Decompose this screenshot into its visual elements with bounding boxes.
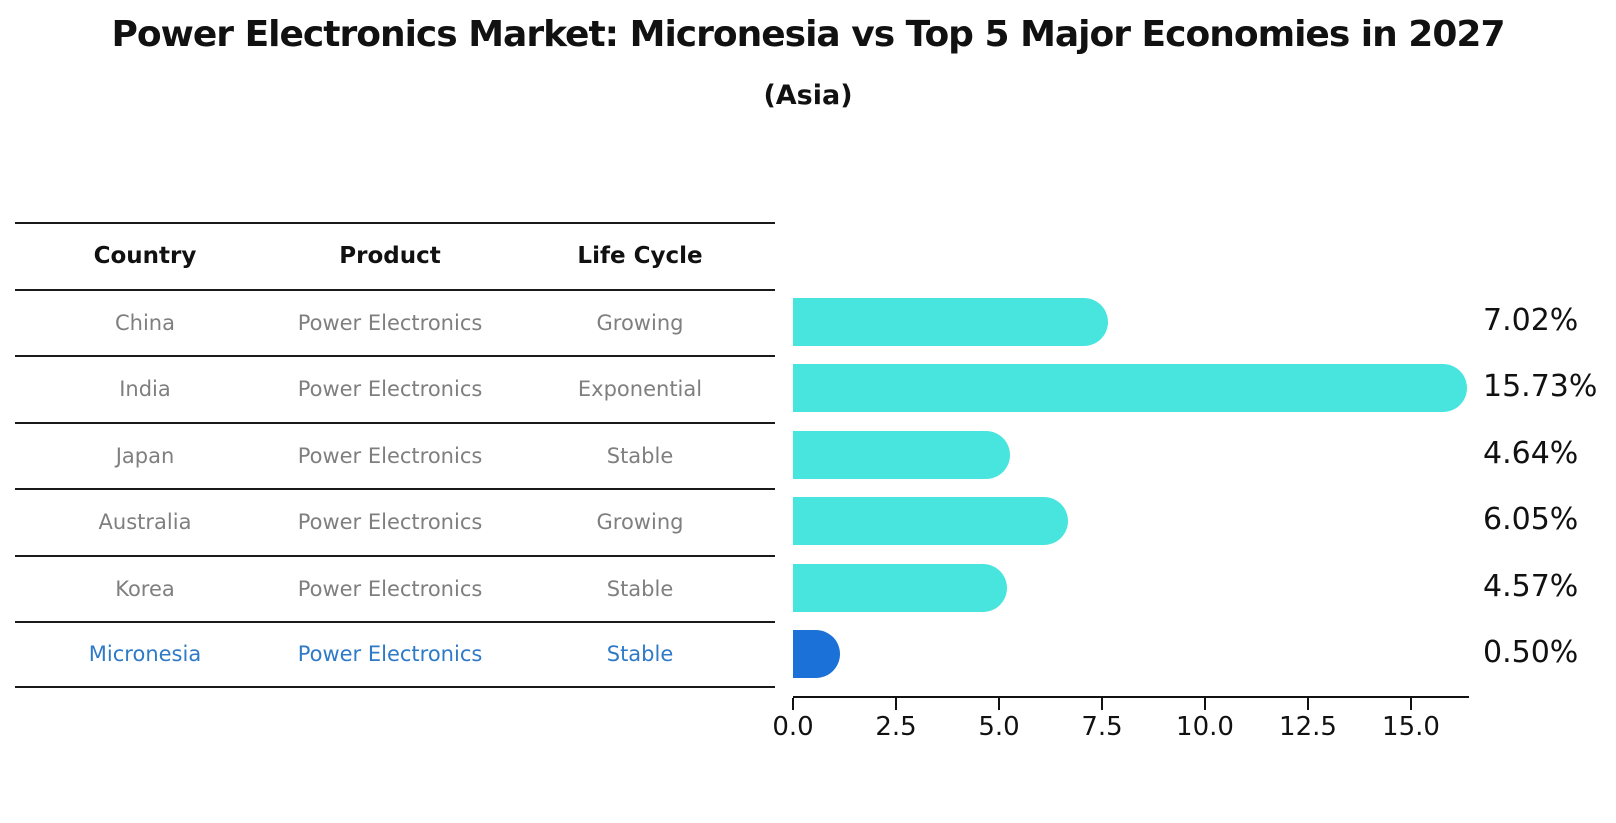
bar-china — [793, 297, 1109, 346]
cell-life-cycle: Stable — [606, 576, 674, 601]
value-label: 4.57% — [1483, 568, 1579, 604]
cell-country: Japan — [115, 443, 175, 468]
cell-life-cycle: Stable — [606, 642, 674, 667]
x-axis-tick-label: 0.0 — [772, 712, 814, 742]
x-axis-tick-label: 5.0 — [978, 712, 1020, 742]
x-axis-line — [793, 696, 1469, 698]
x-axis-tick — [1101, 698, 1103, 710]
bar-micronesia — [793, 630, 840, 679]
x-axis-tick-label: 15.0 — [1382, 712, 1440, 742]
cell-country: India — [119, 377, 171, 402]
value-label: 4.64% — [1483, 435, 1579, 471]
table-header-row: Country Product Life Cycle — [15, 222, 775, 289]
value-label: 15.73% — [1483, 369, 1598, 405]
chart-title: Power Electronics Market: Micronesia vs … — [111, 14, 1505, 55]
cell-life-cycle: Growing — [596, 510, 684, 535]
column-header-life-cycle: Life Cycle — [577, 243, 703, 270]
column-header-product: Product — [339, 243, 441, 270]
x-axis-tick — [998, 698, 1000, 710]
x-axis-tick — [895, 698, 897, 710]
value-label: 0.50% — [1483, 635, 1579, 671]
x-axis-tick — [792, 698, 794, 710]
table-row: India Power Electronics Exponential — [15, 355, 775, 422]
x-axis-tick-label: 10.0 — [1176, 712, 1234, 742]
cell-country: China — [115, 310, 175, 335]
bar-korea — [793, 563, 1008, 612]
value-label: 7.02% — [1483, 302, 1579, 338]
cell-life-cycle: Exponential — [577, 377, 703, 402]
table-row: Japan Power Electronics Stable — [15, 421, 775, 489]
bar-india — [793, 364, 1468, 413]
x-axis-tick — [1307, 698, 1309, 710]
cell-product: Power Electronics — [297, 310, 483, 335]
cell-product: Power Electronics — [297, 576, 483, 601]
cell-product: Power Electronics — [297, 377, 483, 402]
x-axis-tick — [1204, 698, 1206, 710]
value-label: 6.05% — [1483, 502, 1579, 538]
table-row: Micronesia Power Electronics Stable — [15, 621, 775, 688]
cell-country: Korea — [115, 576, 175, 601]
bar-australia — [793, 497, 1069, 546]
chart-subtitle: (Asia) — [763, 80, 853, 111]
table-row: China Power Electronics Growing — [15, 288, 775, 356]
cell-product: Power Electronics — [297, 642, 483, 667]
cell-country: Micronesia — [88, 642, 202, 667]
table-row: Australia Power Electronics Growing — [15, 488, 775, 555]
cell-product: Power Electronics — [297, 443, 483, 468]
bar-japan — [793, 430, 1011, 479]
column-header-country: Country — [93, 243, 197, 270]
cell-life-cycle: Growing — [596, 310, 684, 335]
table-row: Korea Power Electronics Stable — [15, 554, 775, 622]
cell-product: Power Electronics — [297, 510, 483, 535]
country-table: Country Product Life Cycle China Power El… — [15, 222, 775, 688]
cell-life-cycle: Stable — [606, 443, 674, 468]
x-axis-tick-label: 2.5 — [875, 712, 917, 742]
x-axis-tick-label: 7.5 — [1081, 712, 1123, 742]
cell-country: Australia — [98, 510, 192, 535]
x-axis-tick — [1410, 698, 1412, 710]
x-axis-tick-label: 12.5 — [1279, 712, 1337, 742]
